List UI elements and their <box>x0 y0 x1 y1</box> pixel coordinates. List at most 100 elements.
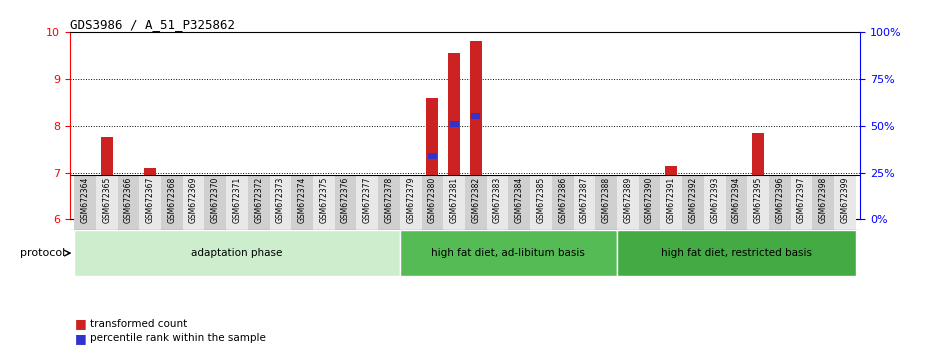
Bar <box>274 210 286 219</box>
Bar <box>574 175 595 230</box>
Bar <box>704 175 725 230</box>
Text: transformed count: transformed count <box>90 319 188 329</box>
Bar <box>205 175 226 230</box>
Bar <box>313 175 335 230</box>
Bar <box>427 98 438 219</box>
Bar <box>428 153 437 159</box>
Bar <box>600 215 612 219</box>
Bar <box>732 187 741 193</box>
Text: GSM672379: GSM672379 <box>406 177 415 223</box>
Text: protocol: protocol <box>20 248 65 258</box>
Bar <box>335 175 356 230</box>
Bar <box>318 215 330 219</box>
Text: ■: ■ <box>74 318 86 330</box>
Bar <box>166 215 178 219</box>
Text: GSM672373: GSM672373 <box>276 177 285 223</box>
Text: GSM672366: GSM672366 <box>124 177 133 223</box>
Text: GSM672399: GSM672399 <box>841 177 849 223</box>
Text: GSM672381: GSM672381 <box>449 177 458 223</box>
Bar <box>400 175 421 230</box>
Text: GSM672383: GSM672383 <box>493 177 502 223</box>
Bar <box>530 175 551 230</box>
Bar <box>421 175 444 230</box>
Bar <box>400 230 617 276</box>
Text: GSM672364: GSM672364 <box>81 177 89 223</box>
Bar <box>144 168 156 219</box>
Bar <box>639 175 660 230</box>
Bar <box>450 121 458 127</box>
Text: GSM672385: GSM672385 <box>537 177 546 223</box>
Bar <box>665 166 677 219</box>
Text: ■: ■ <box>74 332 86 344</box>
Bar <box>102 177 112 183</box>
Bar <box>140 175 161 230</box>
Bar <box>660 175 683 230</box>
Bar <box>839 208 851 219</box>
Text: percentile rank within the sample: percentile rank within the sample <box>90 333 266 343</box>
Bar <box>253 210 265 219</box>
Bar <box>492 177 503 219</box>
Text: GSM672369: GSM672369 <box>189 177 198 223</box>
Bar <box>209 215 221 219</box>
Bar <box>81 213 89 219</box>
Text: GSM672388: GSM672388 <box>602 177 611 223</box>
Bar <box>557 194 569 219</box>
Bar <box>769 175 790 230</box>
Bar <box>339 187 352 219</box>
Bar <box>74 230 400 276</box>
Text: GDS3986 / A_51_P325862: GDS3986 / A_51_P325862 <box>70 18 234 31</box>
Bar <box>188 215 200 219</box>
Text: GSM672367: GSM672367 <box>146 177 154 223</box>
Bar <box>796 205 807 219</box>
Text: GSM672376: GSM672376 <box>341 177 350 223</box>
Bar <box>687 189 699 219</box>
Bar <box>535 191 547 219</box>
Text: GSM672392: GSM672392 <box>688 177 698 223</box>
Text: GSM672380: GSM672380 <box>428 177 437 223</box>
Text: GSM672377: GSM672377 <box>363 177 372 223</box>
Bar <box>361 196 373 219</box>
Bar <box>117 175 140 230</box>
Text: GSM672396: GSM672396 <box>776 177 784 223</box>
Bar <box>709 196 721 219</box>
Bar <box>465 175 486 230</box>
Bar <box>730 189 742 219</box>
Bar <box>617 175 639 230</box>
Text: GSM672390: GSM672390 <box>645 177 654 223</box>
Bar <box>231 208 243 219</box>
Bar <box>578 198 591 219</box>
Bar <box>226 175 247 230</box>
Text: GSM672370: GSM672370 <box>211 177 219 223</box>
Bar <box>725 175 748 230</box>
Text: high fat diet, restricted basis: high fat diet, restricted basis <box>661 248 812 258</box>
Bar <box>595 175 617 230</box>
Bar <box>774 189 786 219</box>
Bar <box>74 175 96 230</box>
Text: GSM672382: GSM672382 <box>472 177 481 223</box>
Bar <box>379 175 400 230</box>
Text: GSM672378: GSM672378 <box>384 177 393 223</box>
Text: GSM672395: GSM672395 <box>753 177 763 223</box>
Text: GSM672372: GSM672372 <box>254 177 263 223</box>
Text: GSM672368: GSM672368 <box>167 177 177 223</box>
Bar <box>470 41 482 219</box>
Bar <box>296 210 308 219</box>
Text: GSM672393: GSM672393 <box>711 177 719 223</box>
Bar <box>790 175 813 230</box>
Text: GSM672384: GSM672384 <box>515 177 524 223</box>
Bar <box>356 175 379 230</box>
Bar <box>123 215 134 219</box>
Bar <box>182 175 205 230</box>
Bar <box>617 230 856 276</box>
Bar <box>834 175 856 230</box>
Bar <box>96 175 117 230</box>
Text: GSM672391: GSM672391 <box>667 177 676 223</box>
Bar <box>813 175 834 230</box>
Text: GSM672375: GSM672375 <box>319 177 328 223</box>
Bar <box>551 175 574 230</box>
Bar <box>644 198 656 219</box>
Text: GSM672394: GSM672394 <box>732 177 741 223</box>
Bar <box>683 175 704 230</box>
Bar <box>247 175 270 230</box>
Text: GSM672397: GSM672397 <box>797 177 806 223</box>
